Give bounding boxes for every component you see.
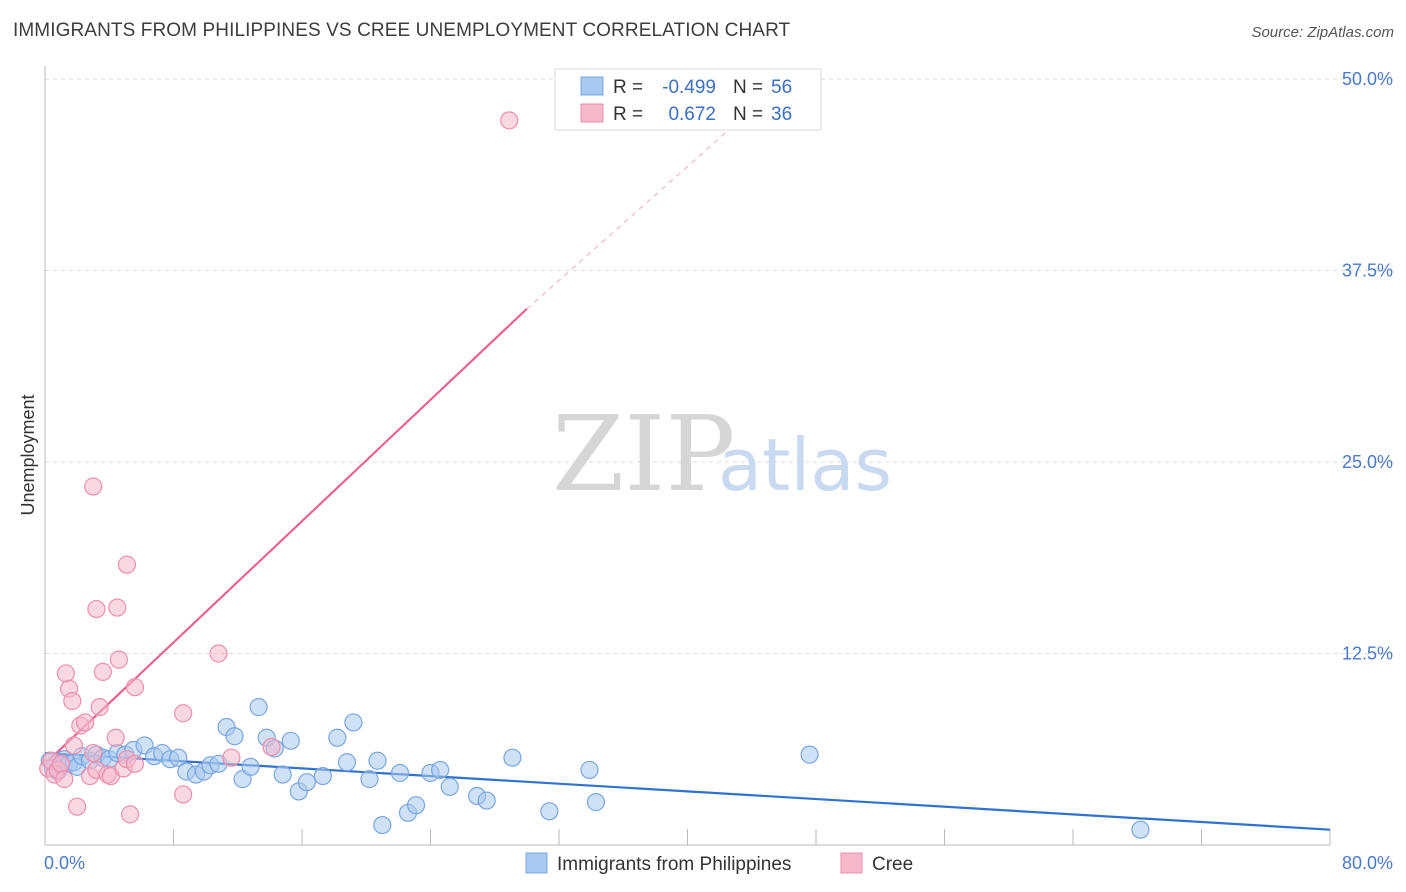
point-philippines [281,731,300,750]
legend-n-label-philippines: N = [733,77,763,98]
legend-n-label-cree: N = [733,104,763,125]
point-cree [51,754,71,773]
point-philippines [297,773,316,792]
point-philippines [800,745,819,764]
point-philippines [373,815,392,835]
point-cree [109,650,128,669]
trend-line-extension-1 [526,109,753,310]
point-cree [63,691,82,711]
x-tick-label-min: 0.0% [44,853,85,873]
series-legend-swatch-cree [840,852,863,874]
point-philippines [431,760,450,780]
series-legend-swatch-philippines [525,852,548,874]
point-philippines [368,751,387,770]
point-cree [209,644,228,663]
data-points [39,111,1150,839]
point-philippines [390,763,410,783]
point-philippines [1131,820,1150,839]
watermark-atlas: atlas [718,423,892,507]
legend-swatch-cree [580,103,604,123]
x-tick-label-max: 80.0% [1342,853,1393,873]
series-legend-label-cree: Cree [872,854,913,875]
point-cree [55,770,74,789]
point-philippines [580,760,599,780]
legend-n-value-cree: 36 [771,104,792,125]
point-philippines [406,796,426,815]
point-philippines [241,757,260,776]
point-cree [76,713,95,732]
point-philippines [249,698,268,717]
point-cree [106,728,125,747]
y-tick-label: 37.5% [1342,261,1393,281]
point-cree [108,598,127,617]
grid [45,78,1395,654]
point-cree [174,785,193,804]
y-tick-label: 50.0% [1342,69,1393,89]
point-cree [125,678,145,697]
point-cree [93,662,112,681]
point-philippines [273,765,292,784]
legend-r-label-cree: R = [613,104,643,125]
point-philippines [440,777,459,796]
point-cree [87,599,106,619]
point-cree [56,664,75,683]
legend-r-value-cree: 0.672 [668,104,716,125]
point-philippines [313,766,332,786]
y-axis-label: Unemployment [18,394,38,515]
watermark-zip: ZIP [552,393,735,515]
legend-n-value-philippines: 56 [771,77,792,98]
point-philippines [169,748,188,767]
point-cree [174,704,193,723]
point-cree [68,797,87,816]
point-philippines [540,802,559,821]
point-philippines [344,713,363,732]
correlation-legend: R = -0.499 N = 56 R = 0.672 N = 36 [554,68,822,131]
point-cree [125,754,145,773]
series-legend: Immigrants from Philippines Cree [525,852,913,875]
point-cree [64,736,84,755]
chart-title: IMMIGRANTS FROM PHILIPPINES VS CREE UNEM… [13,20,791,41]
y-tick-label: 12.5% [1342,644,1393,664]
point-philippines [586,793,606,812]
point-philippines [328,728,347,747]
trend-line-1 [44,308,528,765]
point-cree [222,748,241,767]
tick-labels: 12.5% 25.0% 37.5% 50.0% 0.0% 80.0% [44,69,1393,873]
trend-line-0 [44,751,1331,831]
point-cree [117,555,137,574]
point-philippines [477,791,496,810]
point-cree [121,805,140,824]
point-cree [90,698,109,717]
point-cree [84,477,103,496]
y-tick-label: 25.0% [1342,452,1393,472]
series-legend-label-philippines: Immigrants from Philippines [557,854,791,875]
point-cree [262,737,281,757]
legend-swatch-philippines [580,76,604,96]
point-philippines [337,753,357,772]
legend-r-label-philippines: R = [613,77,643,98]
point-philippines [360,770,379,789]
axes [44,66,1331,846]
point-cree [84,743,103,763]
legend-r-value-philippines: -0.499 [662,77,716,98]
point-cree [500,111,519,130]
source-credit: Source: ZipAtlas.com [1251,24,1394,41]
point-philippines [225,727,244,746]
point-philippines [503,748,522,767]
